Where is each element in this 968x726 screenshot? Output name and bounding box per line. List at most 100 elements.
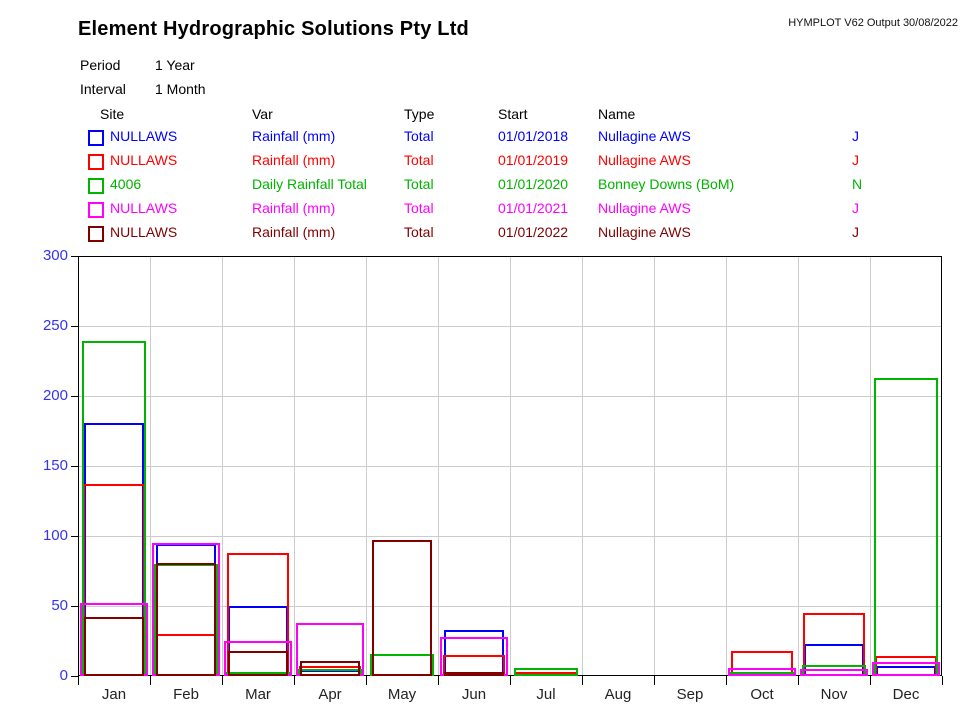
legend-cell-name: Nullagine AWS <box>598 128 691 144</box>
plot-area-border <box>78 256 942 676</box>
legend-cell-var: Rainfall (mm) <box>252 152 336 168</box>
gridline-vertical <box>582 256 583 676</box>
month-label: May <box>387 686 417 703</box>
legend-cell-flag: J <box>852 128 859 144</box>
legend-cell-flag: J <box>852 200 859 216</box>
gridline-vertical <box>726 256 727 676</box>
bar-nov-2021 <box>800 669 868 676</box>
y-axis-tick <box>71 326 78 327</box>
x-axis-tick <box>78 676 79 685</box>
x-axis-tick <box>582 676 583 685</box>
month-label: Oct <box>750 686 774 703</box>
y-tick-label: 250 <box>42 317 68 334</box>
gridline-vertical <box>222 256 223 676</box>
bar-mar-2022 <box>228 650 288 676</box>
legend-cell-site: NULLAWS <box>110 128 178 144</box>
bar-oct-2021 <box>728 667 796 676</box>
legend-col-type: Type <box>404 106 435 122</box>
bar-jun-2022 <box>444 672 504 676</box>
legend-cell-flag: J <box>852 152 859 168</box>
legend-cell-type: Total <box>404 152 434 168</box>
x-axis-tick <box>366 676 367 685</box>
y-tick-label: 50 <box>51 597 68 614</box>
bar-jul-2020 <box>514 667 578 676</box>
month-label: Dec <box>892 686 920 703</box>
series-swatch <box>88 154 104 170</box>
legend-cell-site: NULLAWS <box>110 152 178 168</box>
legend-cell-start: 01/01/2021 <box>498 200 569 216</box>
x-axis-tick <box>942 676 943 685</box>
legend-cell-flag: J <box>852 224 859 240</box>
y-axis-tick <box>71 606 78 607</box>
gridline-vertical <box>150 256 151 676</box>
legend-col-var: Var <box>252 106 273 122</box>
legend-col-start: Start <box>498 106 528 122</box>
x-axis-tick <box>294 676 295 685</box>
y-axis-tick <box>71 676 78 677</box>
series-swatch <box>88 130 104 146</box>
legend-cell-start: 01/01/2020 <box>498 176 569 192</box>
gridline-vertical <box>654 256 655 676</box>
legend-cell-site: NULLAWS <box>110 200 178 216</box>
y-axis-tick <box>71 396 78 397</box>
legend-cell-var: Daily Rainfall Total <box>252 176 367 192</box>
legend-cell-type: Total <box>404 176 434 192</box>
y-tick-label: 300 <box>42 247 68 264</box>
legend-col-name: Name <box>598 106 636 122</box>
bar-may-2022 <box>372 540 432 676</box>
series-swatch <box>88 202 104 218</box>
y-tick-label: 100 <box>42 527 68 544</box>
month-label: Jun <box>461 686 487 703</box>
x-axis-tick <box>438 676 439 685</box>
x-axis-tick <box>726 676 727 685</box>
interval-label: Interval <box>80 81 126 97</box>
gridline-vertical <box>870 256 871 676</box>
gridline-vertical <box>798 256 799 676</box>
period-label: Period <box>80 57 121 73</box>
series-swatch <box>88 226 104 242</box>
month-label: Apr <box>318 686 342 703</box>
legend-cell-var: Rainfall (mm) <box>252 224 336 240</box>
bar-jun-2021 <box>440 636 508 676</box>
y-axis-tick <box>71 466 78 467</box>
legend-cell-type: Total <box>404 200 434 216</box>
bar-feb-2022 <box>156 562 216 676</box>
x-axis-tick <box>510 676 511 685</box>
legend-cell-name: Nullagine AWS <box>598 224 691 240</box>
gridline-vertical <box>366 256 367 676</box>
month-label: Feb <box>173 686 199 703</box>
month-label: Sep <box>676 686 704 703</box>
interval-value: 1 Month <box>155 81 206 97</box>
legend-cell-type: Total <box>404 128 434 144</box>
y-axis-tick <box>71 536 78 537</box>
y-tick-label: 150 <box>42 457 68 474</box>
legend-cell-flag: N <box>852 176 863 192</box>
y-axis-tick <box>71 256 78 257</box>
bar-dec-2021 <box>872 662 940 676</box>
legend-cell-start: 01/01/2019 <box>498 152 569 168</box>
x-axis-tick <box>654 676 655 685</box>
month-label: Jan <box>101 686 127 703</box>
legend-cell-site: NULLAWS <box>110 224 178 240</box>
x-axis-tick <box>870 676 871 685</box>
output-stamp: HYMPLOT V62 Output 30/08/2022 <box>788 17 958 29</box>
month-label: Aug <box>604 686 632 703</box>
month-label: Nov <box>820 686 848 703</box>
series-swatch <box>88 178 104 194</box>
legend-cell-name: Nullagine AWS <box>598 200 691 216</box>
x-axis-tick <box>150 676 151 685</box>
month-label: Mar <box>245 686 271 703</box>
x-axis-tick <box>798 676 799 685</box>
bar-apr-2022 <box>300 660 360 676</box>
legend-col-site: Site <box>100 106 125 122</box>
y-tick-label: 0 <box>59 667 68 684</box>
legend-cell-name: Bonney Downs (BoM) <box>598 176 735 192</box>
period-value: 1 Year <box>155 57 195 73</box>
legend-cell-start: 01/01/2022 <box>498 224 569 240</box>
legend-cell-site: 4006 <box>110 176 142 192</box>
report-title: Element Hydrographic Solutions Pty Ltd <box>78 18 469 40</box>
x-axis-tick <box>222 676 223 685</box>
y-tick-label: 200 <box>42 387 68 404</box>
bar-dec-2020 <box>874 377 938 676</box>
